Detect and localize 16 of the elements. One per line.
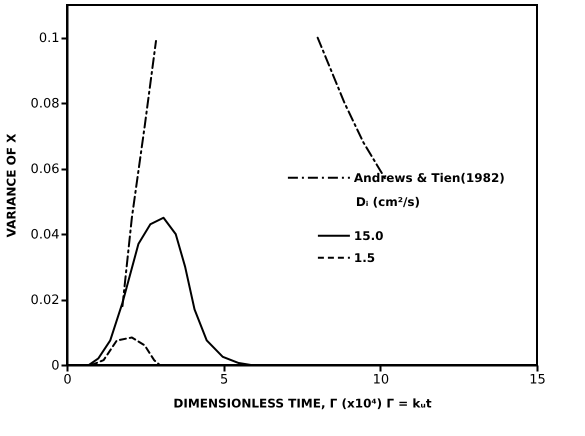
x-axis-title: DIMENSIONLESS TIME, Γ (x10⁴) Γ = kᵤt (173, 396, 432, 410)
y-tick-label: 0.06 (30, 162, 60, 178)
legend-label: 1.5 (354, 250, 376, 265)
y-tick-label: 0.08 (30, 96, 60, 112)
legend-label: 15.0 (354, 228, 384, 243)
y-axis-title: VARIANCE OF X (4, 132, 19, 238)
x-tick-label: 5 (220, 372, 228, 388)
x-tick-label: 15 (529, 372, 546, 388)
y-tick-label: 0 (51, 358, 60, 374)
series-label: Andrews & Tien(1982) (354, 170, 505, 185)
y-tick-label: 0.04 (30, 228, 60, 243)
y-tick-label: 0.02 (30, 293, 60, 308)
x-tick-label: 0 (63, 372, 72, 388)
x-tick-label: 10 (372, 372, 390, 388)
legend-title: Dᵢ (cm²/s) (356, 194, 420, 209)
y-tick-label: 0.1 (38, 31, 60, 46)
